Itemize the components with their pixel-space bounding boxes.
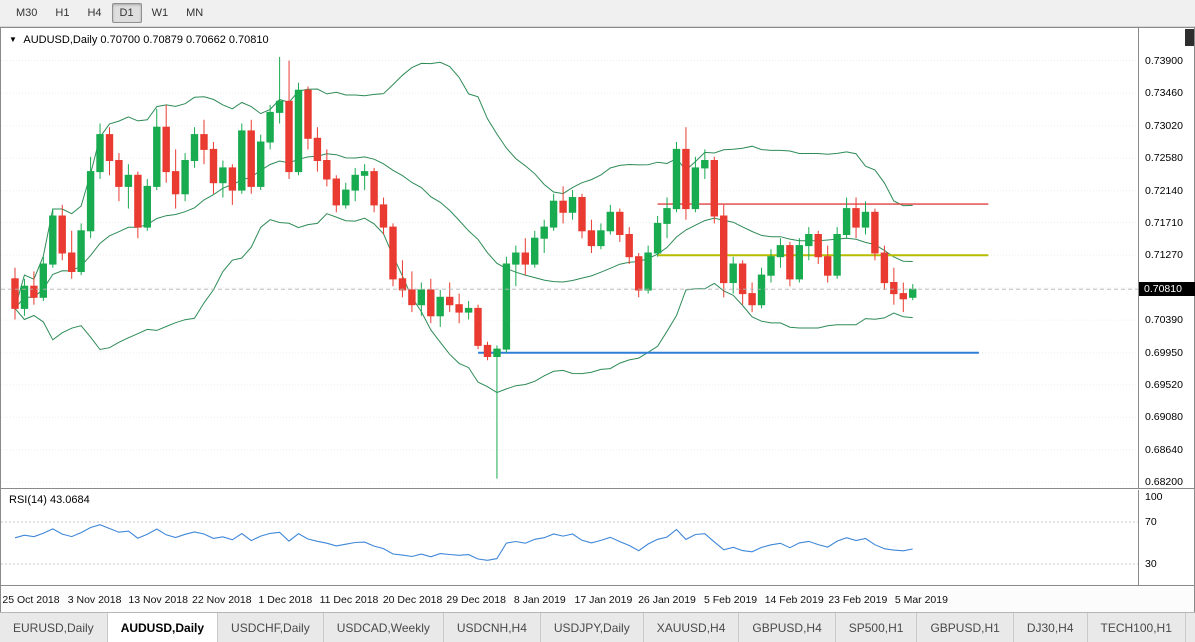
rsi-axis-label: 100 (1145, 491, 1163, 503)
date-axis-label: 11 Dec 2018 (319, 594, 379, 606)
price-axis: 0.70810 0.73900 0.73460 0.73020 0.72580 0.72… (1138, 28, 1195, 489)
date-axis-label: 5 Mar 2019 (894, 594, 948, 606)
rsi-line (14, 524, 913, 561)
date-axis-label: 13 Nov 2018 (128, 594, 188, 606)
rsi-axis: 100 70 30 (1138, 490, 1194, 585)
chart-tab-eurusd-daily[interactable]: EURUSD,Daily (0, 613, 108, 642)
timeframe-toolbar: M30 H1 H4 D1 W1 MN (0, 0, 1195, 27)
price-axis-label: 0.69950 (1145, 346, 1183, 359)
price-axis-label: 0.73020 (1145, 119, 1183, 132)
bollinger-bands (14, 61, 913, 394)
date-axis-label: 25 Oct 2018 (2, 594, 60, 606)
timeframe-button-d1[interactable]: D1 (111, 3, 142, 23)
date-axis: 25 Oct 2018 3 Nov 2018 13 Nov 2018 22 Nov 2… (1, 587, 1194, 613)
chart-tab-gbpusd-h4[interactable]: GBPUSD,H4 (739, 613, 836, 642)
candlestick-chart[interactable] (1, 28, 1138, 489)
chart-tab-audusd-daily[interactable]: AUDUSD,Daily (107, 613, 219, 642)
chart-tab-dj30-h4[interactable]: DJ30,H4 (1013, 613, 1088, 642)
price-axis-label: 0.71270 (1145, 249, 1183, 262)
chart-tab-xauusd-h4[interactable]: XAUUSD,H4 (643, 613, 740, 642)
chart-tab-usdchf-daily[interactable]: USDCHF,Daily (218, 613, 324, 642)
date-axis-label: 5 Feb 2019 (704, 594, 758, 606)
chart-window: ▼ AUDUSD,Daily 0.70700 0.70879 0.70662 0… (0, 27, 1195, 613)
price-axis-label: 0.73460 (1145, 87, 1183, 100)
price-axis-label: 0.69080 (1145, 411, 1183, 424)
price-axis-label: 0.69520 (1145, 378, 1183, 391)
date-axis-label: 26 Jan 2019 (638, 594, 696, 606)
rsi-pane[interactable]: RSI(14) 43.0684 100 70 30 (1, 490, 1194, 586)
chart-tab-usdjpy-daily[interactable]: USDJPY,Daily (540, 613, 644, 642)
candles (11, 56, 917, 479)
timeframe-button-w1[interactable]: W1 (151, 7, 169, 19)
price-axis-label: 0.71710 (1145, 216, 1183, 229)
chart-ohlc-label: ▼ AUDUSD,Daily 0.70700 0.70879 0.70662 0… (9, 34, 269, 46)
timeframe-button-m30[interactable]: M30 (16, 7, 38, 19)
ohlc-values: 0.70700 0.70879 0.70662 0.70810 (100, 34, 269, 46)
chart-tab-usdcnh-h4[interactable]: USDCNH,H4 (443, 613, 541, 642)
price-axis-label: 0.72140 (1145, 184, 1183, 197)
rsi-level-lines (1, 521, 1138, 565)
date-axis-label: 1 Dec 2018 (258, 594, 313, 606)
rsi-axis-label: 30 (1145, 558, 1157, 570)
timeframe-button-mn[interactable]: MN (186, 7, 204, 19)
price-axis-label: 0.68200 (1145, 476, 1183, 489)
date-axis-label: 3 Nov 2018 (67, 594, 122, 606)
price-axis-label: 0.68640 (1145, 443, 1183, 456)
chart-tabs-bar: EURUSD,Daily AUDUSD,Daily USDCHF,Daily USDC… (0, 612, 1195, 642)
price-axis-label: 0.73900 (1145, 54, 1183, 67)
chart-tab-gbpusd-h1[interactable]: GBPUSD,H1 (917, 613, 1014, 642)
price-gridlines (1, 60, 1138, 483)
chart-scroll-marker[interactable] (1185, 29, 1194, 46)
date-axis-label: 14 Feb 2019 (764, 594, 824, 606)
date-axis-label: 8 Jan 2019 (513, 594, 566, 606)
chart-tab-sp500-h1[interactable]: SP500,H1 (835, 613, 918, 642)
price-pane[interactable]: ▼ AUDUSD,Daily 0.70700 0.70879 0.70662 0… (1, 28, 1195, 489)
symbol-label: AUDUSD,Daily (23, 34, 98, 46)
rsi-indicator-label: RSI(14) 43.0684 (9, 494, 90, 506)
price-axis-label: 0.70390 (1145, 314, 1183, 327)
date-axis-label: 17 Jan 2019 (574, 594, 633, 606)
chart-tab-usdcad-weekly[interactable]: USDCAD,Weekly (323, 613, 444, 642)
price-axis-label: 0.72580 (1145, 152, 1183, 165)
timeframe-button-h4[interactable]: H4 (87, 7, 102, 19)
current-price-badge: 0.70810 (1139, 282, 1195, 297)
chart-tab-ukc[interactable]: UKC (1185, 613, 1195, 642)
date-axis-label: 23 Feb 2019 (828, 594, 888, 606)
date-axis-label: 22 Nov 2018 (192, 594, 252, 606)
rsi-axis-label: 70 (1145, 516, 1157, 528)
rsi-chart[interactable] (1, 490, 1138, 586)
chart-tab-tech100-h1[interactable]: TECH100,H1 (1087, 613, 1186, 642)
timeframe-button-h1[interactable]: H1 (55, 7, 70, 19)
date-axis-label: 20 Dec 2018 (382, 594, 443, 606)
collapse-arrow-icon[interactable]: ▼ (9, 35, 17, 44)
date-axis-label: 29 Dec 2018 (446, 594, 506, 606)
